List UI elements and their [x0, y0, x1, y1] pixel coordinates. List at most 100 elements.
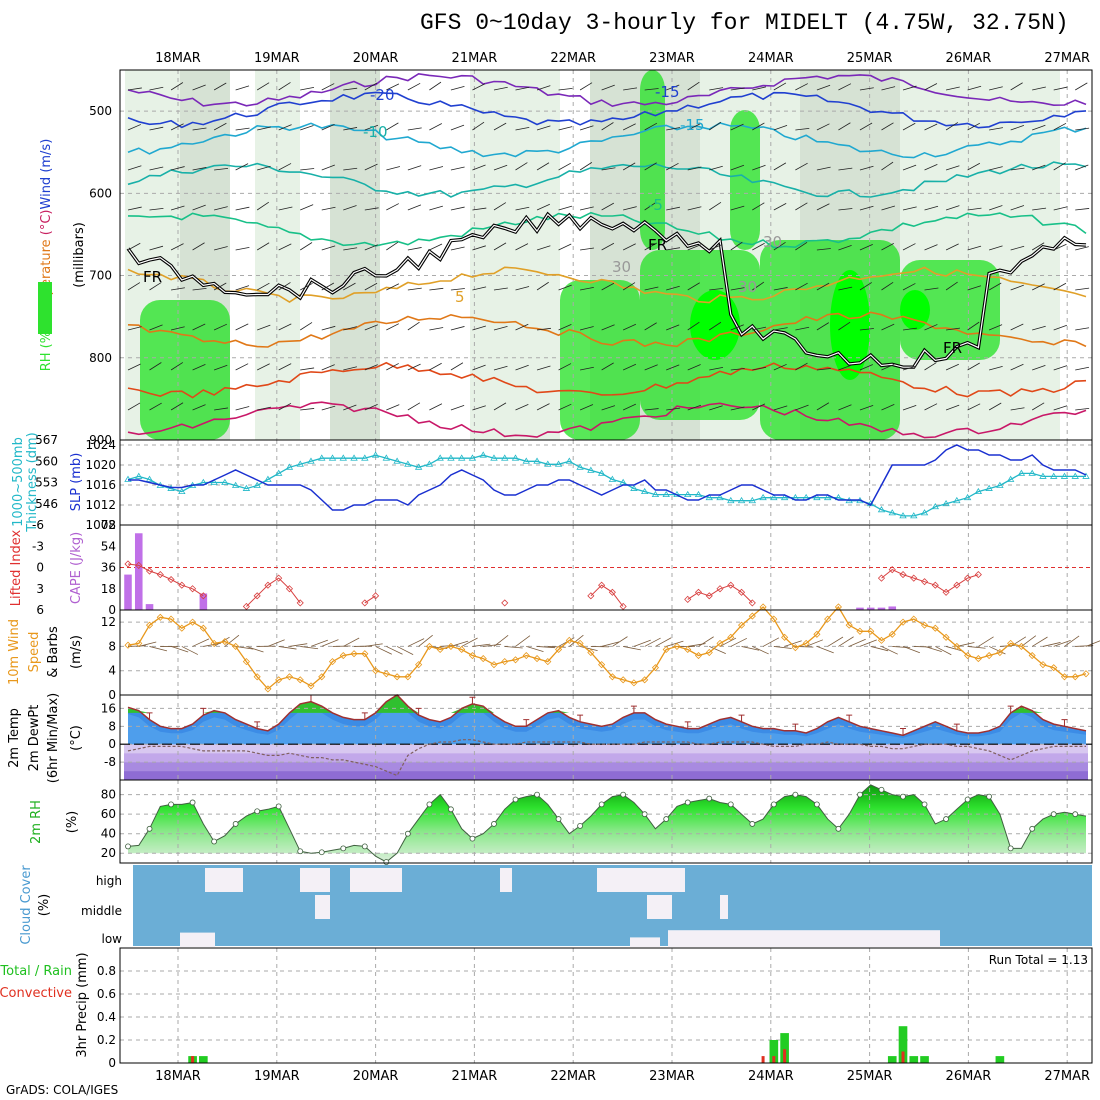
isotherm-line [127, 211, 1087, 249]
wind-barb [472, 121, 485, 131]
wind-barb [149, 207, 164, 211]
thickness-point [1050, 472, 1058, 479]
wind-speed-point [372, 667, 380, 675]
cape-bar [199, 593, 208, 610]
wind-barb [386, 203, 399, 211]
wind-barb [730, 406, 745, 411]
wind-barb [945, 243, 959, 251]
wind-speed-point [199, 624, 207, 632]
thickness-point [888, 509, 896, 516]
li-line [881, 569, 979, 593]
wind-barb-10m [1021, 635, 1037, 647]
li-tick-label: -6 [32, 518, 44, 532]
thickness-point [490, 454, 498, 461]
thickness-point [544, 460, 552, 467]
wind-barb [622, 162, 636, 171]
wind-barb [622, 123, 636, 131]
precip-tick-label: 0.6 [97, 987, 116, 1001]
wind-barb-10m [321, 639, 339, 647]
wind-barb-10m [859, 639, 877, 647]
thickness-point [533, 457, 541, 464]
wind-barb [989, 127, 1003, 131]
date-label-top: 22MAR [550, 51, 596, 66]
date-label-top: 25MAR [847, 51, 893, 66]
wind-speed-point [490, 661, 498, 669]
thickness-point [339, 454, 347, 461]
wind-barb [773, 405, 788, 411]
contour-label: FR [143, 268, 162, 286]
wind-barb [666, 407, 681, 411]
thickness-point [942, 499, 950, 507]
wind-barb [1053, 86, 1068, 91]
cold-band [124, 753, 1088, 763]
wind-barb [709, 121, 722, 131]
wind-barb [859, 404, 874, 411]
wind-barb [924, 163, 938, 171]
rh-point [254, 808, 261, 815]
precip-ylabel: 3hr Precip (mm) [75, 952, 90, 1057]
wind-barb [300, 408, 315, 411]
wind-barb [1010, 205, 1025, 211]
date-label-bottom: 19MAR [254, 1069, 300, 1084]
cloud-patch [300, 868, 330, 892]
thickness-point [608, 475, 617, 482]
wind-speed-point [920, 621, 929, 629]
wind-barb [170, 123, 184, 131]
wind-barb-10m [386, 646, 403, 655]
thickness-point [974, 487, 983, 495]
wind-barb [1053, 282, 1067, 291]
rh-point [878, 786, 885, 793]
wind-speed-point [145, 621, 154, 629]
wind-barb-10m [773, 646, 792, 649]
wind-barb [343, 247, 358, 251]
wind-barb [988, 402, 1002, 411]
wind-speed-point [587, 648, 595, 657]
date-label-bottom: 25MAR [847, 1069, 893, 1084]
rh-point [534, 791, 540, 798]
wind-barb [989, 365, 1003, 371]
wind-barb [192, 242, 205, 251]
date-label-top: 23MAR [649, 51, 695, 66]
thickness-point [436, 454, 444, 461]
wind-barb [127, 87, 142, 91]
li-point [124, 560, 132, 568]
li-point [242, 602, 250, 611]
wind-barb [364, 282, 378, 291]
wind-barb-10m [418, 634, 433, 647]
wind-speed-point [554, 645, 563, 654]
temp-minmax-marker [361, 712, 368, 720]
contour-label: -10 [363, 123, 388, 141]
wind-barb [989, 245, 1003, 251]
wind-barb [321, 164, 335, 171]
wind-speed-point [1028, 651, 1036, 660]
credit-label: GrADS: COLA/IGES [6, 1083, 119, 1097]
rh-moist-region [560, 280, 640, 440]
rh-point [211, 838, 218, 845]
wind-barb [386, 404, 400, 411]
date-label-bottom: 20MAR [353, 1069, 399, 1084]
cape-tick-label: 54 [101, 539, 116, 553]
pressure-tick-label: 600 [89, 186, 112, 200]
precip-tick-label: 0.4 [97, 1010, 116, 1024]
li-point [888, 566, 896, 574]
li-point [748, 599, 756, 607]
wind-barb [795, 326, 810, 331]
thickness-point [931, 503, 940, 510]
wind-barb [472, 207, 487, 211]
dewpt-line [127, 739, 1086, 777]
wind-barb [407, 321, 420, 331]
wind-barb [493, 365, 508, 371]
cloud-patch [668, 930, 940, 947]
wind-barb [687, 123, 701, 131]
wind-barb [127, 206, 142, 211]
wind-barb [816, 123, 830, 131]
wind-barb [493, 242, 507, 251]
wind-speed-point [1050, 664, 1058, 672]
wind-barb [515, 364, 529, 371]
wind-barb [407, 82, 421, 91]
wind-barb [429, 166, 444, 171]
rh-saturated-region [900, 290, 930, 330]
thickness-tick-label: 546 [35, 497, 58, 511]
wind-barb [1010, 167, 1025, 171]
wind-tick-label: 12 [101, 615, 116, 629]
